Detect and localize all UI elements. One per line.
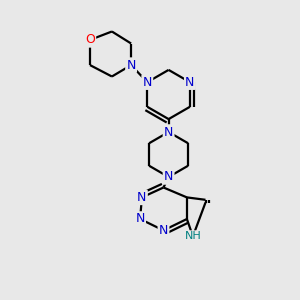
Text: NH: NH <box>184 231 201 242</box>
Text: N: N <box>159 224 168 237</box>
Text: N: N <box>164 170 173 184</box>
Text: N: N <box>185 76 195 89</box>
Text: O: O <box>85 33 95 46</box>
Text: N: N <box>142 76 152 89</box>
Text: N: N <box>137 191 147 204</box>
Text: N: N <box>126 58 136 72</box>
Text: N: N <box>164 125 173 139</box>
Text: N: N <box>135 212 145 226</box>
